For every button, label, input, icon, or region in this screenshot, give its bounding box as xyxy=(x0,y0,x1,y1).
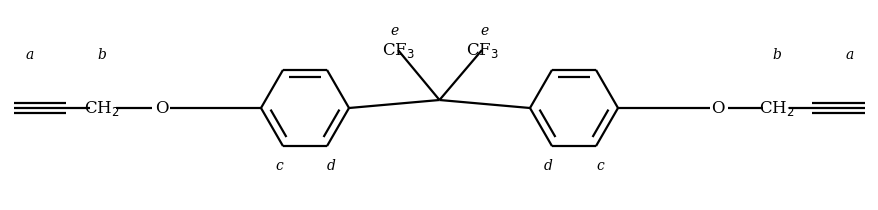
Text: a: a xyxy=(25,48,34,62)
Text: CH$_2$: CH$_2$ xyxy=(84,98,119,118)
Text: e: e xyxy=(391,24,399,38)
Text: b: b xyxy=(97,48,106,62)
Text: CH$_2$: CH$_2$ xyxy=(759,98,794,118)
Text: a: a xyxy=(845,48,853,62)
Text: d: d xyxy=(543,159,551,173)
Text: c: c xyxy=(275,159,283,173)
Text: CF$_3$: CF$_3$ xyxy=(381,41,414,59)
Text: CF$_3$: CF$_3$ xyxy=(465,41,498,59)
Text: d: d xyxy=(327,159,335,173)
Text: c: c xyxy=(595,159,603,173)
Text: b: b xyxy=(772,48,781,62)
Text: O: O xyxy=(155,100,169,117)
Text: e: e xyxy=(480,24,488,38)
Text: O: O xyxy=(710,100,724,117)
